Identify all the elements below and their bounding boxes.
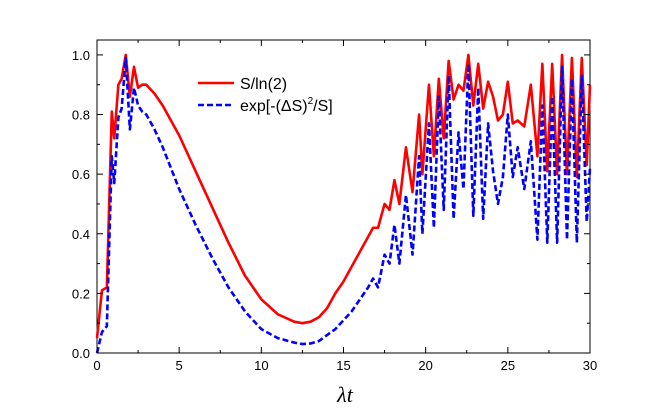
- series-line-0: [95, 53, 592, 339]
- x-tick-label: 20: [418, 358, 432, 373]
- x-tick-label: 5: [176, 358, 183, 373]
- x-axis: 0 5 10 15 20 25 30: [93, 40, 597, 373]
- y-tick-label: 0.2: [72, 286, 90, 301]
- series-line-1: [95, 56, 592, 354]
- y-tick-label: 0.4: [72, 227, 90, 242]
- legend-label-s-ln2: S/ln(2): [240, 76, 287, 93]
- y-tick-label: 1.0: [72, 48, 90, 63]
- legend-label-exp: exp[-(ΔS)2/S]: [240, 96, 333, 115]
- x-tick-label: 0: [93, 358, 100, 373]
- y-tick-label: 0.8: [72, 108, 90, 123]
- plot-area: [96, 39, 591, 354]
- x-tick-label: 15: [336, 358, 350, 373]
- plot-frame: [96, 39, 591, 354]
- y-tick-label: 0.0: [72, 346, 90, 361]
- legend: S/ln(2) exp[-(ΔS)2/S]: [198, 76, 333, 115]
- series-group: [95, 53, 592, 354]
- y-axis: 0.0 0.2 0.4 0.6 0.8 1.0: [72, 48, 590, 361]
- x-tick-label: 10: [254, 358, 268, 373]
- y-tick-label: 0.6: [72, 167, 90, 182]
- x-tick-label: 30: [583, 358, 597, 373]
- x-axis-label: λt: [336, 382, 354, 407]
- x-tick-label: 25: [501, 358, 515, 373]
